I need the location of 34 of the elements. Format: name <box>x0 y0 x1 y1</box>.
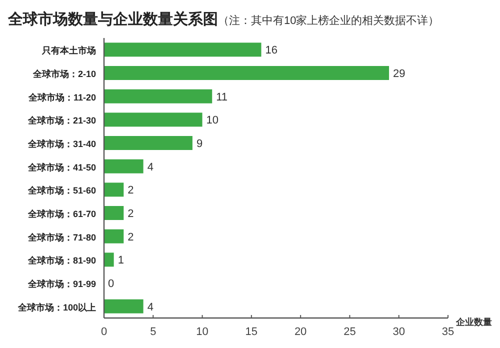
y-tick-label: 全球市场：91-99 <box>26 279 96 289</box>
title: 全球市场数量与企业数量关系图（注：其中有10家上榜企业的相关数据不详） <box>8 11 440 28</box>
y-tick-label: 全球市场：71-80 <box>26 232 96 242</box>
y-tick-label: 全球市场：51-60 <box>26 186 96 196</box>
x-tick-label: 15 <box>245 326 258 338</box>
data-label: 11 <box>216 91 228 104</box>
data-label: 1 <box>118 254 124 267</box>
x-tick-label: 25 <box>344 326 356 338</box>
y-tick-label: 全球市场：61-70 <box>26 209 96 219</box>
x-tick-label: 0 <box>100 326 108 338</box>
data-label: 29 <box>393 68 406 80</box>
x-tick-label: 5 <box>150 326 156 338</box>
data-label: 10 <box>206 114 219 127</box>
data-label: 2 <box>128 208 134 220</box>
y-tick-label: 全球市场：21-30 <box>26 116 96 126</box>
y-tick-label: 全球市场：81-90 <box>26 256 96 266</box>
y-tick-label: 只有本土市场 <box>41 46 96 56</box>
y-tick-label: 全球市场：100以上 <box>16 302 96 312</box>
x-tick-label: 30 <box>392 326 405 338</box>
data-label: 4 <box>147 301 154 314</box>
data-label: 2 <box>128 231 134 244</box>
data-label: 4 <box>147 161 154 174</box>
x-axis-title: 企业数量 <box>455 317 492 327</box>
y-tick-label: 全球市场：31-40 <box>26 139 96 149</box>
y-tick-label: 全球市场：2-10 <box>32 69 96 79</box>
data-label: 0 <box>108 278 114 290</box>
x-tick-label: 20 <box>294 326 307 338</box>
data-label: 9 <box>196 138 203 150</box>
data-label: 16 <box>265 44 278 57</box>
x-tick-label: 35 <box>442 326 454 338</box>
y-tick-label: 全球市场：41-50 <box>26 162 96 172</box>
y-tick-label: 全球市场：11-20 <box>27 92 96 102</box>
data-label: 2 <box>128 184 134 197</box>
x-tick-label: 10 <box>196 326 208 338</box>
